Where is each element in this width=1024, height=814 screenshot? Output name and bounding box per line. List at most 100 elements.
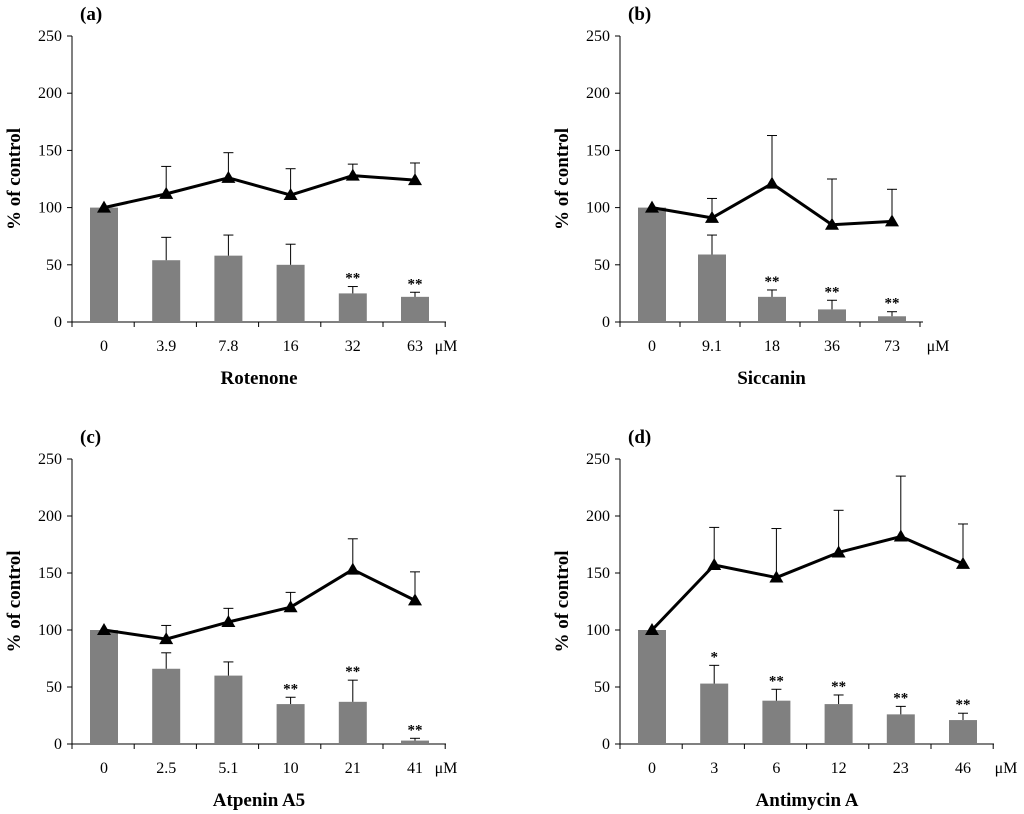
bar bbox=[276, 704, 305, 744]
y-tick-label: 50 bbox=[594, 257, 610, 274]
x-tick-label: 7.8 bbox=[218, 338, 238, 355]
x-axis-title: Rotenone bbox=[220, 368, 297, 389]
x-tick-label: 41 bbox=[407, 760, 423, 777]
bar bbox=[949, 720, 977, 744]
x-tick-label: 16 bbox=[283, 338, 299, 355]
triangle-marker bbox=[159, 632, 174, 645]
bar bbox=[338, 701, 367, 744]
y-tick-label: 200 bbox=[38, 85, 62, 102]
bar bbox=[214, 675, 243, 744]
x-tick-label: 0 bbox=[648, 760, 656, 777]
x-axis-title: Antimycin A bbox=[756, 790, 859, 811]
bar bbox=[638, 207, 666, 322]
triangle-marker bbox=[159, 186, 174, 199]
series-line bbox=[103, 174, 416, 210]
x-tick-label: 36 bbox=[824, 338, 840, 355]
bar bbox=[638, 630, 666, 744]
series-line bbox=[651, 182, 893, 227]
bar bbox=[878, 316, 906, 322]
triangle-marker bbox=[345, 562, 360, 575]
y-tick-label: 150 bbox=[38, 565, 62, 582]
series-line bbox=[650, 535, 964, 632]
y-tick-label: 0 bbox=[602, 314, 610, 331]
bar bbox=[214, 255, 243, 322]
panel-label: (b) bbox=[628, 4, 651, 25]
x-tick-label: 32 bbox=[345, 338, 361, 355]
panel-b: 0 50 100 150 200 250 0 9.1 18 36 73 μM ** ** ** (b) % of… bbox=[552, 4, 949, 389]
x-tick-label: 21 bbox=[345, 760, 361, 777]
triangle-marker bbox=[893, 529, 908, 542]
significance-mark: ** bbox=[769, 673, 784, 689]
triangle-marker bbox=[707, 558, 722, 571]
y-tick-label: 200 bbox=[586, 85, 610, 102]
bar bbox=[700, 683, 729, 744]
y-tick-label: 150 bbox=[586, 142, 610, 159]
x-tick-label: 3 bbox=[710, 760, 718, 777]
unit-label: μM bbox=[927, 338, 950, 355]
bar bbox=[152, 260, 181, 322]
y-tick-label: 200 bbox=[586, 508, 610, 525]
unit-label: μM bbox=[995, 760, 1018, 777]
significance-mark: ** bbox=[283, 681, 298, 697]
x-tick-label: 0 bbox=[100, 760, 108, 777]
bar bbox=[276, 264, 305, 322]
triangle-marker bbox=[345, 168, 360, 181]
bar bbox=[338, 293, 367, 322]
panel-a: 0 50 100 150 200 250 0 3.9 7.8 16 32 63 μM ** ** (a) % o… bbox=[4, 4, 457, 389]
x-tick-label: 3.9 bbox=[156, 338, 176, 355]
significance-mark: ** bbox=[956, 697, 971, 713]
bar bbox=[90, 630, 118, 744]
bar bbox=[152, 668, 181, 744]
significance-mark: * bbox=[710, 649, 718, 665]
significance-mark: ** bbox=[893, 690, 908, 706]
unit-label: μM bbox=[435, 338, 458, 355]
panel-label: (c) bbox=[80, 427, 101, 448]
triangle-marker bbox=[831, 545, 846, 558]
triangle-marker bbox=[885, 214, 899, 227]
y-tick-label: 0 bbox=[54, 736, 62, 753]
y-axis-title: % of control bbox=[4, 128, 25, 230]
triangle-marker bbox=[645, 623, 659, 635]
triangle-marker bbox=[408, 593, 422, 606]
y-tick-label: 100 bbox=[38, 622, 62, 639]
y-tick-label: 200 bbox=[38, 508, 62, 525]
bar bbox=[824, 704, 853, 744]
triangle-marker bbox=[97, 200, 111, 213]
y-tick-label: 50 bbox=[46, 257, 62, 274]
significance-mark: ** bbox=[345, 271, 360, 287]
y-tick-label: 100 bbox=[586, 200, 610, 217]
triangle-marker bbox=[705, 210, 719, 223]
y-axis-title: % of control bbox=[4, 550, 25, 652]
bar bbox=[762, 700, 791, 744]
y-tick-label: 250 bbox=[38, 28, 62, 45]
x-tick-label: 46 bbox=[955, 760, 971, 777]
series-line bbox=[103, 568, 416, 641]
triangle-marker bbox=[408, 173, 422, 186]
x-tick-label: 73 bbox=[884, 338, 900, 355]
y-axis-title: % of control bbox=[552, 550, 573, 652]
triangle-marker bbox=[97, 623, 111, 635]
bar bbox=[758, 296, 786, 322]
triangle-marker bbox=[221, 615, 236, 628]
y-axis-title: % of control bbox=[552, 128, 573, 230]
bar bbox=[401, 740, 429, 744]
significance-mark: ** bbox=[825, 284, 840, 300]
triangle-marker bbox=[765, 176, 779, 189]
x-tick-label: 10 bbox=[283, 760, 299, 777]
y-tick-label: 150 bbox=[586, 565, 610, 582]
significance-mark: ** bbox=[408, 276, 423, 292]
significance-mark: ** bbox=[765, 274, 780, 290]
panel-c: 0 50 100 150 200 250 0 2.5 5.1 10 21 41 μM ** ** ** (c)%… bbox=[4, 427, 457, 811]
y-tick-label: 50 bbox=[594, 679, 610, 696]
significance-mark: ** bbox=[885, 296, 900, 312]
x-tick-label: 0 bbox=[100, 338, 108, 355]
triangle-marker bbox=[956, 556, 970, 569]
triangle-marker bbox=[283, 188, 298, 201]
triangle-marker bbox=[221, 170, 236, 183]
bar bbox=[401, 296, 429, 322]
panel-label: (a) bbox=[80, 4, 102, 25]
triangle-marker bbox=[283, 600, 298, 613]
x-axis-title: Atpenin A5 bbox=[213, 790, 305, 811]
